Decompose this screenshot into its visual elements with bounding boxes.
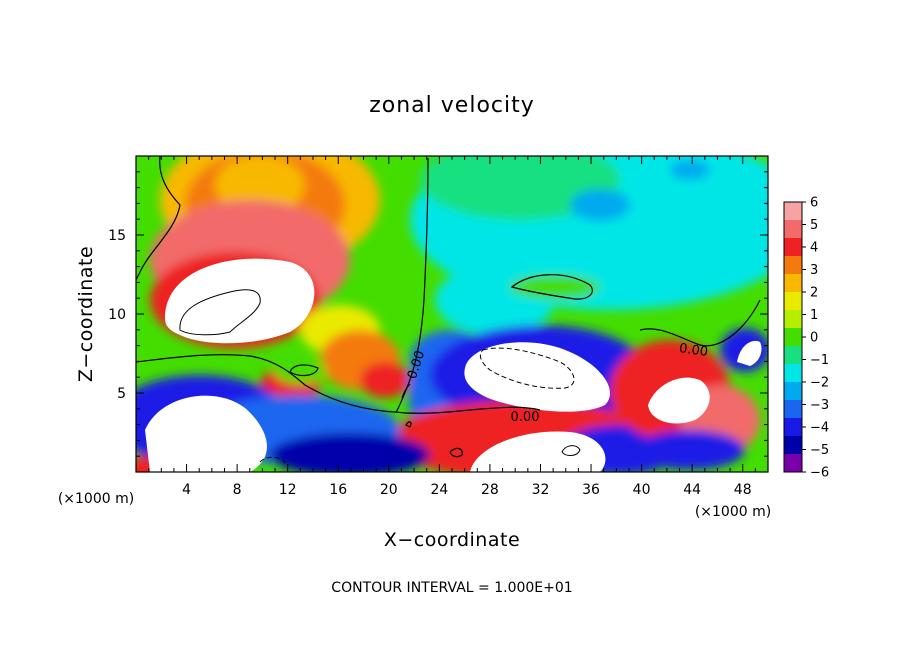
colorbar-swatch [784, 274, 802, 293]
white-zone-center [464, 342, 610, 412]
white-zone-right [648, 377, 710, 424]
contour-label: 0.00 [678, 341, 709, 360]
colorbar-swatch [784, 454, 802, 473]
x-tick-label: 32 [532, 482, 550, 498]
colorbar-tick-label: −1 [810, 353, 829, 368]
colorbar-swatch [784, 436, 802, 455]
x-tick-label: 48 [734, 482, 752, 498]
colorbar-swatch [784, 328, 802, 347]
white-zone-bottom [470, 431, 606, 472]
x-tick-label: 40 [633, 482, 651, 498]
x-tick-label: 36 [582, 482, 600, 498]
colorbar-tick-label: −5 [810, 443, 829, 458]
colorbar-swatch [784, 400, 802, 419]
colorbar-tick-label: −3 [810, 398, 829, 413]
y-axis-title: Z−coordinate [75, 246, 97, 382]
colorbar-tick-label: 6 [810, 196, 818, 211]
zero-contours [136, 156, 761, 458]
colorbar-swatch [784, 364, 802, 383]
colorbar-tick-label: 2 [810, 286, 818, 301]
colorbar-swatch [784, 382, 802, 401]
z-unit-label: (×1000 m) [58, 491, 134, 507]
x-tick-label: 8 [233, 482, 242, 498]
contour-label: 0.00 [511, 410, 540, 425]
colorbar-tick-label: 3 [810, 263, 818, 278]
y-tick-label: 5 [117, 386, 126, 402]
colorbar-tick-label: 4 [810, 241, 818, 256]
x-tick-label: 20 [380, 482, 398, 498]
colorbar: 6 5 4 3 2 1 0 −1 −2 −3 −4 −5 −6 [783, 196, 829, 481]
y-tick-label: 10 [108, 307, 126, 323]
white-zone-upper-left [165, 258, 315, 344]
x-unit-label: (×1000 m) [695, 504, 771, 520]
colorbar-tick-label: 5 [810, 218, 818, 233]
colorbar-swatch [784, 238, 802, 257]
x-tick-label: 44 [683, 482, 701, 498]
white-zone-far-right [737, 340, 762, 366]
negative-contours [259, 347, 575, 464]
colorbar-tick-label: −2 [810, 376, 829, 391]
plot-area: 0.00 0.00 0.00 4 8 12 16 20 24 28 32 36 40 44 48510… [108, 155, 769, 498]
x-tick-label: 12 [279, 482, 297, 498]
x-tick-label: 4 [182, 482, 191, 498]
contour-interval-note: CONTOUR INTERVAL = 1.000E+01 [331, 580, 572, 596]
colorbar-tick-label: 1 [810, 308, 818, 323]
colorbar-swatch [784, 202, 802, 221]
interior-contours [179, 289, 581, 456]
colorbar-swatch [784, 346, 802, 365]
velocity-field: 0.00 0.00 0.00 [136, 156, 768, 472]
x-tick-label: 16 [329, 482, 347, 498]
colorbar-swatch [784, 256, 802, 275]
colorbar-swatch [784, 310, 802, 329]
colorbar-tick-label: −6 [810, 466, 829, 481]
colorbar-swatch [784, 220, 802, 239]
colorbar-swatch [784, 292, 802, 311]
colorbar-tick-label: −4 [810, 421, 829, 436]
chart-title: zonal velocity [369, 93, 535, 118]
x-tick-label: 28 [481, 482, 499, 498]
x-axis-title: X−coordinate [384, 529, 520, 551]
white-zone-lower-left [145, 395, 267, 472]
x-tick-label: 24 [430, 482, 448, 498]
colorbar-swatch [784, 418, 802, 437]
colorbar-tick-label: 0 [810, 331, 818, 346]
y-tick-label: 15 [108, 228, 126, 244]
